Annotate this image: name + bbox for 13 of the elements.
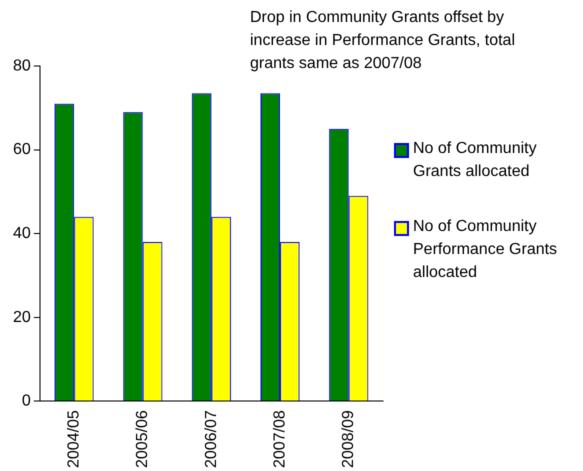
y-tick-label: 20 xyxy=(13,308,31,326)
y-tick-label: 40 xyxy=(13,224,31,242)
x-tick-label: 2005/06 xyxy=(134,410,152,468)
legend-label: No of Community Grants allocated xyxy=(413,139,538,182)
legend-label: No of Community Performance Grants allocated xyxy=(413,217,558,283)
y-tick-label: 60 xyxy=(13,141,31,158)
x-tick-label: 2008/09 xyxy=(340,410,358,468)
x-tick-label: 2006/07 xyxy=(202,410,220,468)
x-tick-label: 2004/05 xyxy=(66,410,83,468)
y-tick-label: 0 xyxy=(22,392,31,410)
x-tick-label: 2007/08 xyxy=(271,410,288,468)
y-tick-label: 80 xyxy=(13,57,31,74)
chart-title: Drop in Community Grants offset by increase in Performance Grants, total grants same as 2007/08 xyxy=(250,8,516,74)
